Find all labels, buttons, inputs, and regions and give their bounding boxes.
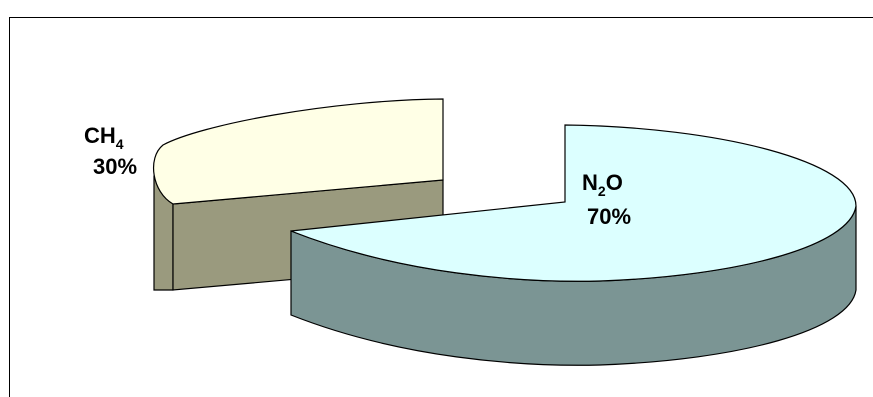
- label-n2o-value: 70%: [587, 204, 631, 229]
- label-ch4-name: CH4: [84, 123, 124, 152]
- label-ch4: CH4 30%: [84, 123, 137, 179]
- label-ch4-value: 30%: [93, 154, 137, 179]
